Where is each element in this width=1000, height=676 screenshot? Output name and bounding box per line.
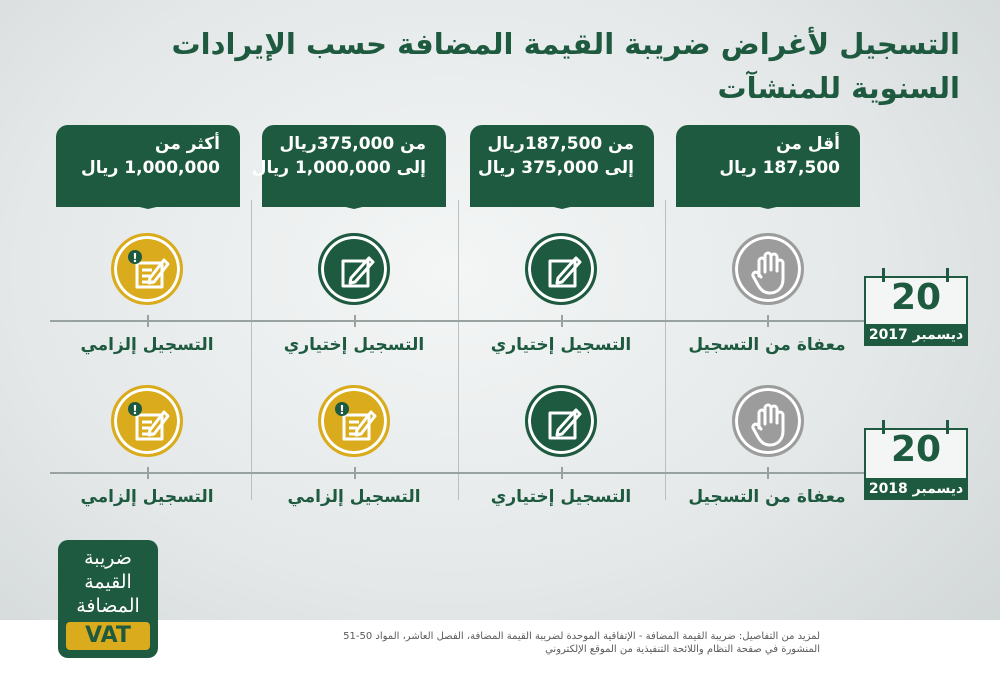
document-alert-icon: ! xyxy=(318,385,390,457)
column-header-line-1: من 375,000ريال xyxy=(279,134,427,154)
column-header-line-1: أقل من xyxy=(776,134,840,154)
calendar-day: 20 xyxy=(890,429,942,470)
column-divider xyxy=(251,200,252,500)
svg-text:!: ! xyxy=(132,403,137,417)
timeline-tick xyxy=(354,315,356,327)
calendar-month-2018: ديسمبر 2018 xyxy=(864,478,968,500)
calendar-frame xyxy=(864,276,968,332)
timeline-2017 xyxy=(50,320,905,322)
calendar-month-2017: ديسمبر 2017 xyxy=(864,324,968,346)
column-divider xyxy=(665,200,666,500)
header-arrow xyxy=(676,187,860,209)
status-label: التسجيل إلزامي xyxy=(80,335,214,355)
calendar-icon: 20 xyxy=(864,420,970,484)
timeline-tick xyxy=(561,467,563,479)
timeline-tick xyxy=(767,315,769,327)
pencil-square-icon xyxy=(525,233,597,305)
pencil-square-icon xyxy=(318,233,390,305)
footer-note-line-1: لمزيد من التفاصيل: ضريبة القيمة المضافة … xyxy=(343,631,820,642)
status-label: التسجيل إختياري xyxy=(283,335,425,355)
column-header-line-2: إلى 1,000,000 ريال xyxy=(251,158,426,178)
page-title: التسجيل لأغراض ضريبة القيمة المضافة حسب … xyxy=(160,22,960,110)
column-header-line-2: 187,500 ريال xyxy=(719,158,840,178)
calendar-ring xyxy=(946,268,949,282)
vat-logo: ضريبة القيمة المضافة VAT xyxy=(58,540,158,658)
timeline-tick xyxy=(147,467,149,479)
column-header-187500-375000: من 187,500ريال إلى 375,000 ريال xyxy=(470,125,654,209)
status-label: التسجيل إلزامي xyxy=(287,487,421,507)
calendar-ring xyxy=(882,268,885,282)
status-label: التسجيل إختياري xyxy=(490,335,632,355)
title-line-1: التسجيل لأغراض ضريبة القيمة المضافة حسب … xyxy=(171,27,960,61)
timeline-2018 xyxy=(50,472,905,474)
header-arrow xyxy=(470,187,654,209)
logo-line-1: ضريبة xyxy=(84,547,132,569)
calendar-ring xyxy=(946,420,949,434)
logo-badge: VAT xyxy=(66,622,150,650)
status-label: معفاة من التسجيل xyxy=(688,487,846,507)
timeline-tick xyxy=(767,467,769,479)
header-arrow xyxy=(56,187,240,209)
pencil-square-icon xyxy=(525,385,597,457)
logo-line-3: المضافة xyxy=(76,595,140,617)
column-header-375000-1000000: من 375,000ريال إلى 1,000,000 ريال xyxy=(251,125,446,209)
document-alert-icon: ! xyxy=(111,385,183,457)
title-line-2: السنوية للمنشآت xyxy=(717,71,960,105)
calendar-day: 20 xyxy=(890,277,942,318)
timeline-tick xyxy=(147,315,149,327)
timeline-tick xyxy=(561,315,563,327)
calendar-ring xyxy=(882,420,885,434)
logo-line-2: القيمة xyxy=(84,571,132,593)
column-header-line-1: أكثر من xyxy=(155,134,220,154)
column-header-line-2: إلى 375,000 ريال xyxy=(478,158,634,178)
column-header-below-187500: أقل من 187,500 ريال xyxy=(676,125,860,209)
column-header-above-1000000: أكثر من 1,000,000 ريال xyxy=(56,125,240,209)
footer-note-line-2: المنشورة في صفحة النظام واللائحة التنفيذ… xyxy=(545,644,820,655)
status-label: التسجيل إلزامي xyxy=(80,487,214,507)
calendar-icon: 20 xyxy=(864,268,970,332)
svg-text:!: ! xyxy=(132,251,137,265)
status-label: معفاة من التسجيل xyxy=(688,335,846,355)
svg-text:!: ! xyxy=(339,403,344,417)
header-arrow xyxy=(262,187,446,209)
status-label: التسجيل إختياري xyxy=(490,487,632,507)
timeline-tick xyxy=(354,467,356,479)
column-header-line-1: من 187,500ريال xyxy=(487,134,635,154)
footer-band xyxy=(0,620,1000,676)
column-header-line-2: 1,000,000 ريال xyxy=(81,158,220,178)
hand-stop-icon xyxy=(732,385,804,457)
document-alert-icon: ! xyxy=(111,233,183,305)
column-divider xyxy=(458,200,459,500)
hand-stop-icon xyxy=(732,233,804,305)
